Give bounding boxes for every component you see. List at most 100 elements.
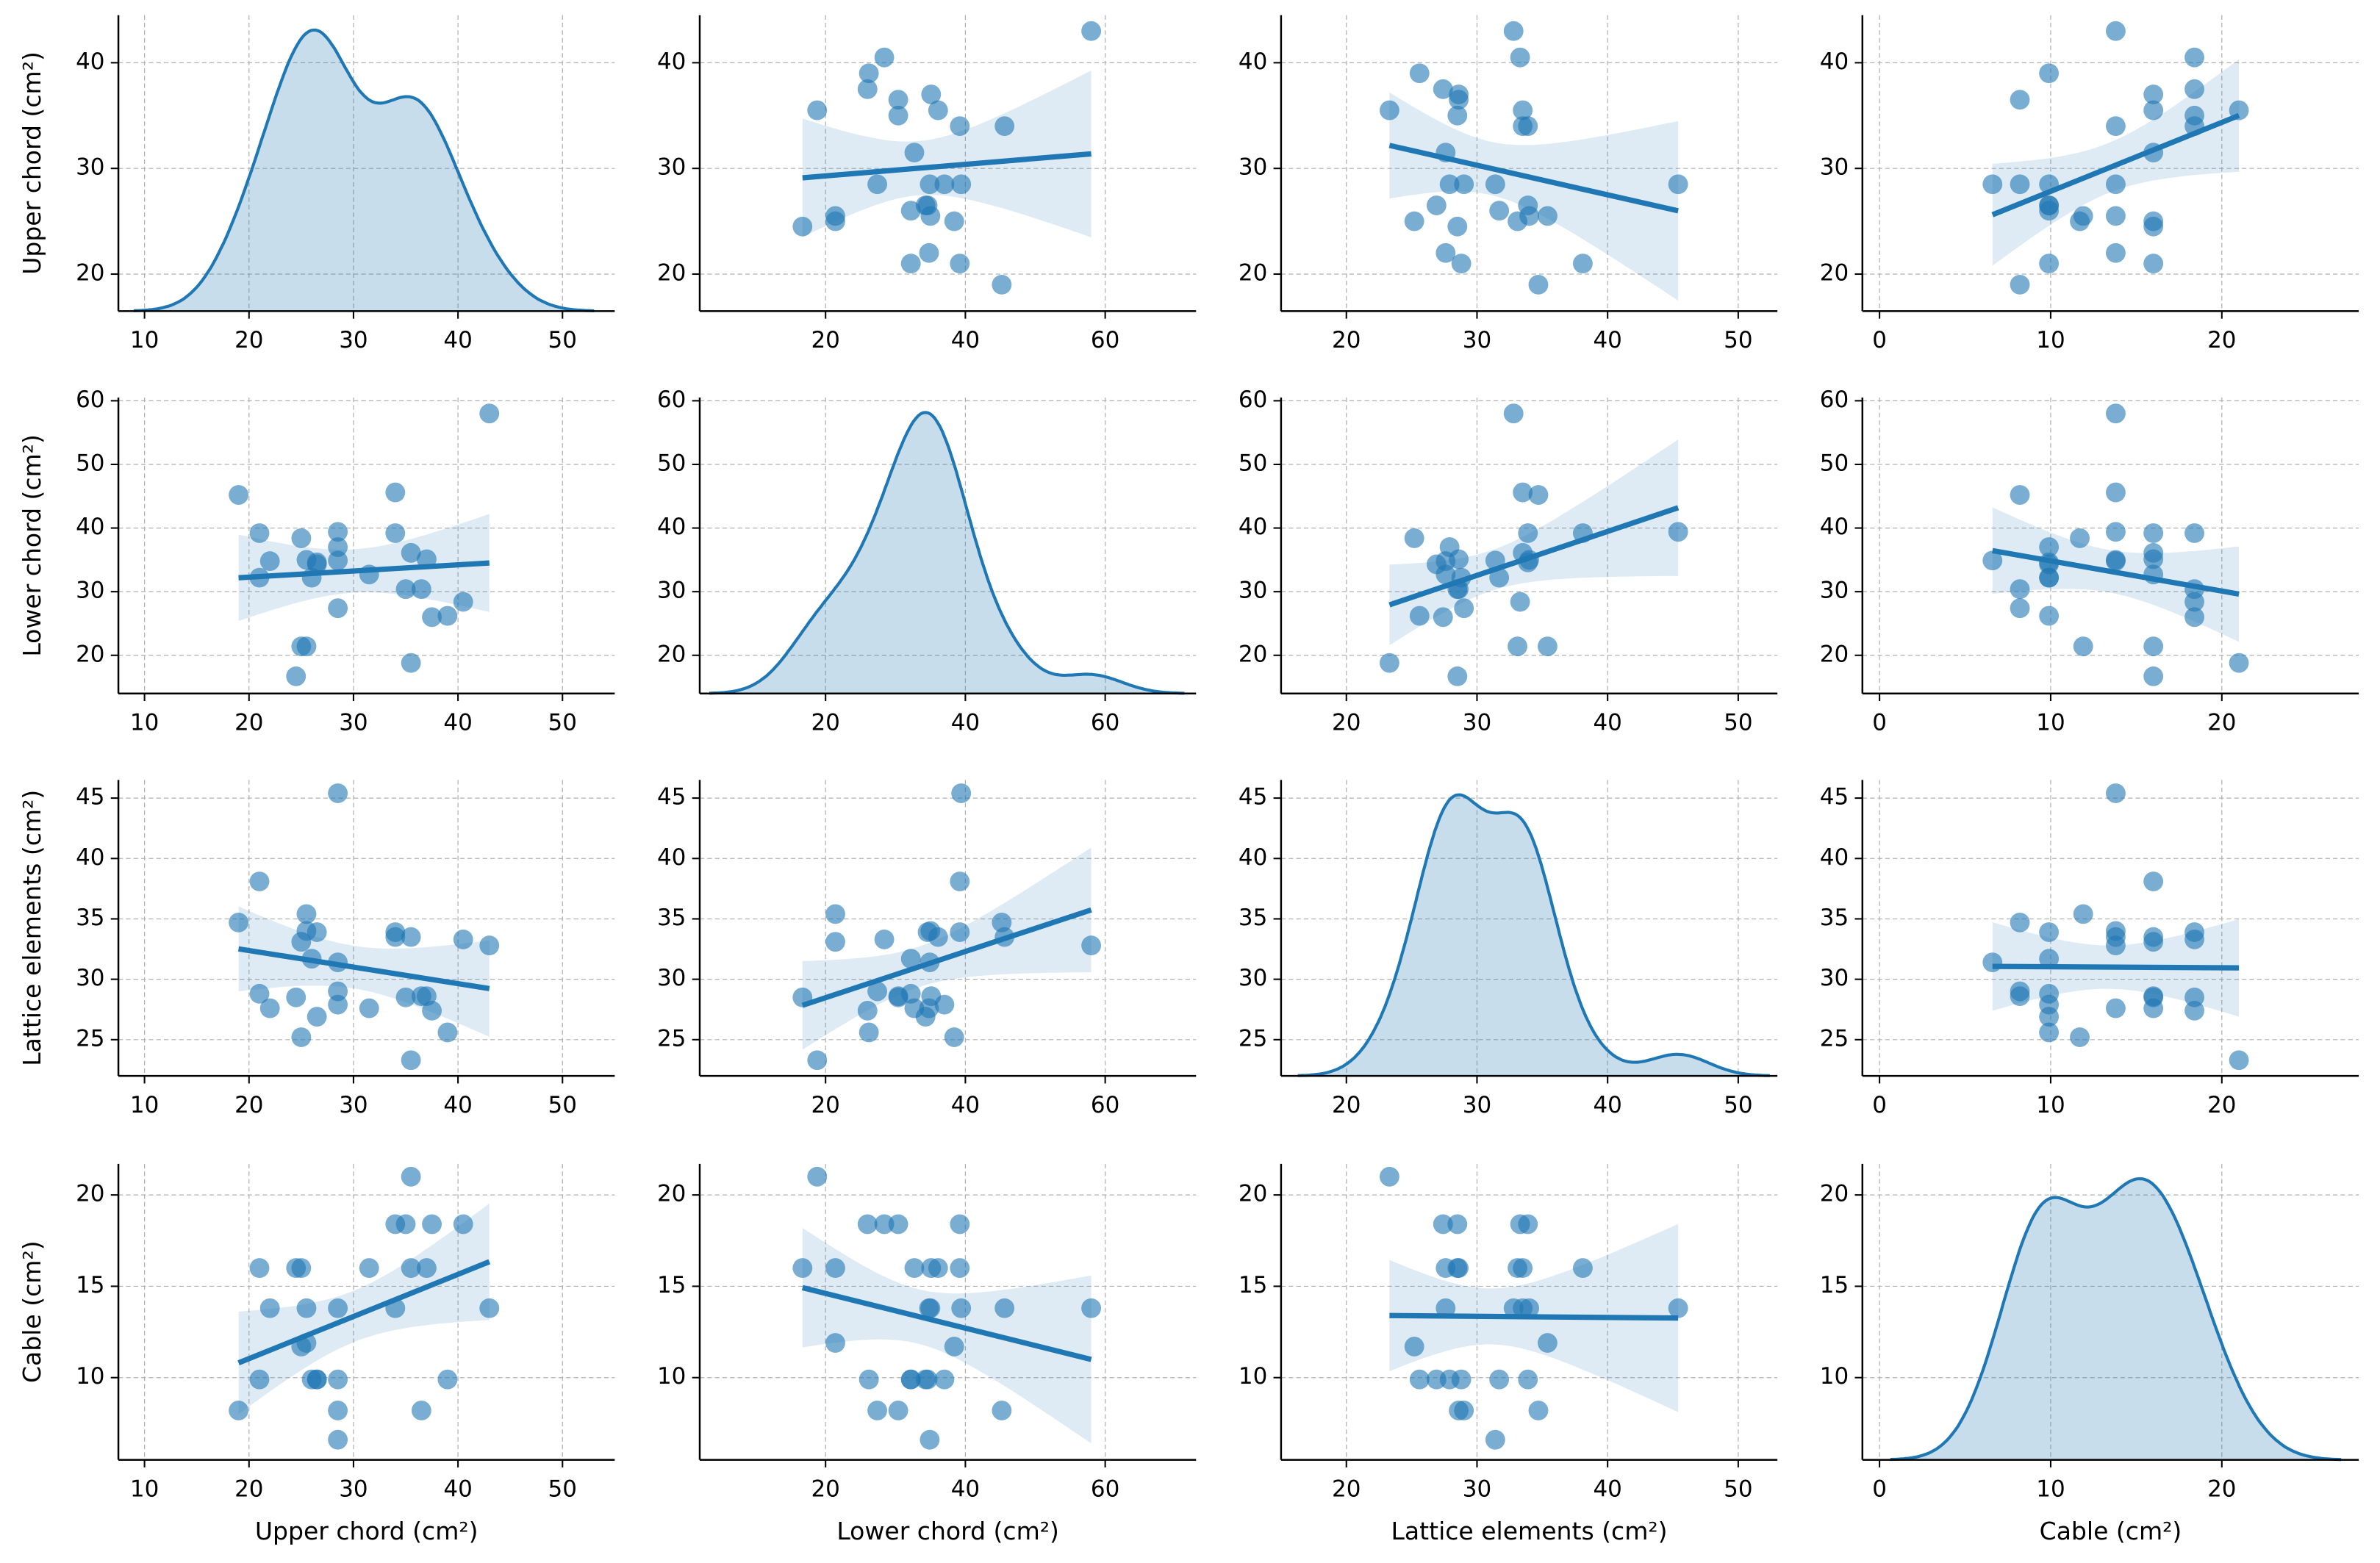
- confidence-band: [802, 70, 1092, 237]
- y-tick-label: 10: [657, 1363, 686, 1390]
- scatter-point: [1439, 174, 1460, 195]
- scatter-point: [950, 116, 970, 137]
- kde-line: [133, 28, 595, 312]
- scatter-point: [1435, 564, 1456, 585]
- y-tick-label: 45: [657, 784, 686, 811]
- x-tick-label: 20: [234, 1092, 263, 1118]
- x-tick-label: 20: [2207, 327, 2236, 353]
- scatter-point: [992, 274, 1012, 295]
- scatter-point: [2106, 403, 2126, 424]
- kde-line: [1297, 793, 1770, 1077]
- x-axis-label: Lattice elements (cm²): [1391, 1517, 1668, 1545]
- x-tick-label: 40: [1593, 327, 1621, 353]
- scatter-point: [401, 1258, 421, 1279]
- scatter-point: [1537, 206, 1558, 226]
- scatter-point: [934, 174, 955, 195]
- scatter-point: [888, 986, 908, 1007]
- scatter-point: [401, 1050, 421, 1071]
- scatter-point: [2184, 1000, 2204, 1021]
- confidence-band: [1389, 439, 1679, 646]
- scatter-point: [1508, 636, 1527, 657]
- scatter-point: [2143, 211, 2164, 231]
- scatter-point: [328, 783, 348, 803]
- scatter-point: [2143, 986, 2164, 1007]
- y-tick-label: 60: [1239, 387, 1267, 413]
- scatter-point: [307, 1369, 327, 1390]
- y-tick-label: 30: [1239, 965, 1267, 991]
- scatter-point: [904, 143, 925, 163]
- scatter-point: [874, 47, 895, 68]
- scatter-point: [411, 579, 431, 600]
- scatter-point: [453, 1214, 473, 1235]
- x-tick-label: 20: [1332, 327, 1361, 353]
- scatter-point: [2106, 206, 2126, 226]
- y-tick-label: 15: [657, 1272, 686, 1298]
- x-tick-label: 30: [339, 327, 368, 353]
- x-tick-label: 10: [130, 1092, 159, 1118]
- scatter-point: [1454, 174, 1474, 195]
- scatter-point: [1518, 523, 1538, 543]
- confidence-band: [802, 847, 1092, 1050]
- scatter-point: [2106, 242, 2126, 263]
- scatter-point: [951, 783, 972, 803]
- scatter-point: [291, 1027, 312, 1047]
- x-tick-label: 10: [2036, 327, 2065, 353]
- y-tick-label: 10: [76, 1363, 104, 1390]
- scatter-point: [2010, 579, 2030, 600]
- scatter-point: [2184, 929, 2204, 949]
- scatter-point: [1433, 607, 1453, 628]
- scatter-point: [2184, 523, 2204, 543]
- scatter-point: [395, 1214, 416, 1235]
- y-tick-label: 20: [657, 1181, 686, 1207]
- x-tick-label: 40: [951, 1476, 980, 1502]
- scatter-point: [825, 1258, 845, 1279]
- scatter-point: [307, 1007, 327, 1027]
- scatter-point: [2039, 922, 2060, 942]
- scatter-point: [2039, 254, 2060, 274]
- scatter-point: [453, 592, 473, 612]
- y-tick-label: 40: [1820, 844, 1849, 871]
- y-tick-label: 40: [76, 844, 104, 871]
- x-tick-label: 20: [2207, 1476, 2236, 1502]
- scatter-point: [1404, 528, 1424, 548]
- y-tick-label: 10: [1820, 1363, 1849, 1390]
- panel: 0 10 20 25 30 35 40 45: [1820, 780, 2359, 1118]
- scatter-point: [437, 1022, 458, 1043]
- scatter-point: [1572, 1258, 1593, 1279]
- scatter-point: [2010, 912, 2030, 933]
- y-tick-label: 40: [76, 48, 104, 75]
- x-tick-label: 10: [130, 327, 159, 353]
- scatter-point: [2143, 927, 2164, 947]
- scatter-point: [1513, 100, 1533, 121]
- regression-line: [802, 151, 1092, 181]
- x-axis-label: Cable (cm²): [2040, 1517, 2182, 1545]
- scatter-point: [867, 1401, 887, 1420]
- scatter-point: [950, 872, 970, 891]
- scatter-point: [1409, 63, 1430, 84]
- x-tick-label: 40: [951, 327, 980, 353]
- scatter-point: [2010, 986, 2030, 1007]
- x-tick-label: 40: [951, 710, 980, 736]
- panel: 10 20 30 40 50 25 30 35 40 45 Lattice elements (cm…: [18, 780, 615, 1118]
- scatter-point: [1668, 1298, 1688, 1318]
- panel: 20 40 60 10 15 20 Lower chord (cm²): [657, 1163, 1197, 1545]
- kde-line: [709, 411, 1185, 695]
- scatter-point: [792, 1258, 813, 1279]
- scatter-point: [2229, 1050, 2249, 1071]
- scatter-point: [888, 1214, 908, 1235]
- y-tick-label: 35: [1239, 905, 1267, 931]
- scatter-point: [385, 482, 406, 503]
- panel: 20 30 40 50 10 15 20 Lattice elements (cm²): [1239, 1163, 1778, 1545]
- kde-line: [1890, 1177, 2342, 1462]
- scatter-point: [411, 1401, 431, 1420]
- scatter-point: [259, 998, 280, 1018]
- scatter-point: [951, 1298, 972, 1318]
- scatter-point: [1489, 567, 1510, 588]
- kde-area: [133, 29, 595, 312]
- scatter-point: [950, 1214, 970, 1235]
- x-tick-label: 20: [811, 710, 839, 736]
- scatter-point: [291, 1258, 312, 1279]
- scatter-point: [1081, 21, 1102, 41]
- y-tick-label: 30: [76, 965, 104, 991]
- scatter-point: [951, 174, 972, 195]
